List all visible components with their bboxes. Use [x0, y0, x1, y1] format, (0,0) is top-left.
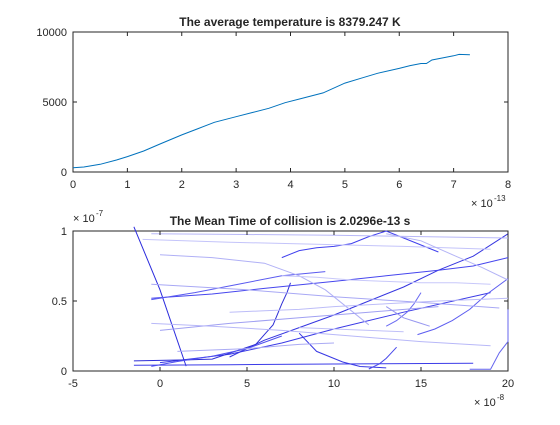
collision-series-line-22	[177, 342, 335, 352]
collision-plot-area	[133, 226, 509, 370]
temperature-y-tick-label: 0	[61, 167, 67, 179]
collision-series-line-23	[386, 233, 509, 281]
collision-series-line-18	[159, 254, 370, 326]
collision-y-multiplier-exponent: -7	[96, 209, 104, 218]
temperature-x-tick-label: 0	[70, 179, 76, 191]
collision-series-line-19	[229, 297, 509, 313]
temperature-y-tick-label: 5000	[43, 97, 67, 109]
collision-x-tick-label: -5	[68, 378, 78, 390]
collision-x-multiplier-exponent: -8	[497, 393, 505, 402]
temperature-x-tick-label: 2	[179, 179, 185, 191]
collision-series-line-26	[151, 322, 491, 347]
temperature-x-tick-label: 8	[505, 179, 511, 191]
collision-series-line-1	[133, 226, 187, 367]
collision-series-line-24	[299, 327, 404, 333]
collision-series-line-21	[281, 275, 491, 285]
collision-y-multiplier-base: × 10	[73, 213, 95, 225]
collision-series-line-5	[281, 230, 439, 259]
collision-series-line-8	[151, 257, 509, 299]
collision-series-line-12	[385, 292, 422, 327]
collision-series-line-3	[229, 233, 509, 358]
temperature-x-tick-label: 4	[287, 179, 293, 191]
collision-y-tick-label: 1	[61, 226, 67, 238]
collision-chart-title: The Mean Time of collision is 2.0296e-13…	[170, 214, 411, 228]
collision-series-line-14	[469, 309, 509, 370]
collision-series-line-10	[368, 346, 397, 370]
collision-series-line-25	[385, 306, 430, 327]
collision-series-line-7	[298, 332, 387, 369]
temperature-x-tick-label: 7	[451, 179, 457, 191]
collision-series-line-4	[133, 362, 474, 366]
collision-x-tick-label: 0	[157, 378, 163, 390]
temperature-y-tick-label: 10000	[36, 27, 67, 39]
collision-series-line-16	[142, 238, 491, 250]
temperature-plot-area	[72, 53, 470, 169]
temperature-x-tick-label: 1	[124, 179, 130, 191]
collision-x-tick-label: 15	[415, 378, 427, 390]
collision-y-tick-label: 0.5	[52, 296, 67, 308]
collision-x-tick-label: 10	[328, 378, 340, 390]
collision-series-line-9	[151, 335, 282, 367]
collision-series-line-13	[417, 278, 509, 336]
collision-series-line-15	[151, 233, 509, 239]
temperature-x-tick-label: 3	[233, 179, 239, 191]
collision-series-line-2	[159, 292, 491, 364]
collision-y-tick-label: 0	[61, 366, 67, 378]
temperature-x-tick-label: 6	[396, 179, 402, 191]
collision-x-tick-label: 20	[502, 378, 514, 390]
temperature-axes: The average temperature is 8379.247 K 0 1…	[36, 15, 511, 210]
collision-series-line-6	[133, 282, 291, 362]
temperature-chart-title: The average temperature is 8379.247 K	[179, 15, 401, 29]
temperature-x-multiplier-exponent: -13	[494, 194, 506, 203]
collision-axes: The Mean Time of collision is 2.0296e-13…	[52, 209, 514, 409]
temperature-series-line-1	[72, 53, 470, 169]
temperature-axes-box	[72, 31, 509, 173]
temperature-x-multiplier-base: × 10	[471, 198, 493, 210]
temperature-x-tick-label: 5	[342, 179, 348, 191]
collision-x-multiplier-base: × 10	[474, 397, 496, 409]
collision-x-tick-label: 5	[244, 378, 250, 390]
temperature-ticks: 0 1 2 3 4 5 6 7 8 0 5000 10000	[36, 27, 511, 191]
